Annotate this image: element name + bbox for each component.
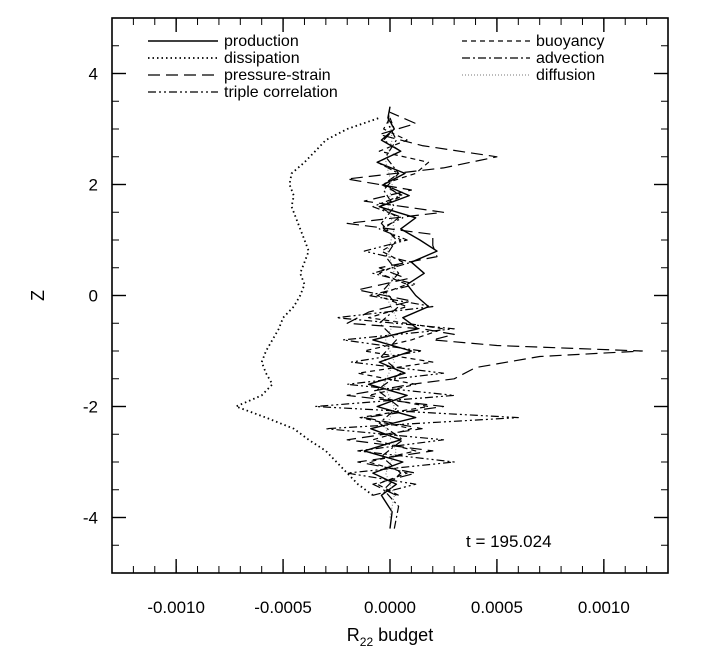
y-tick-label: -4 bbox=[83, 509, 98, 528]
legend-label: dissipation bbox=[224, 50, 300, 67]
y-axis-title: Z bbox=[28, 290, 48, 301]
series-pressure-strain bbox=[346, 111, 643, 496]
y-tick-label: 4 bbox=[89, 65, 98, 84]
y-tick-label: 0 bbox=[89, 287, 98, 306]
x-tick-label: -0.0005 bbox=[254, 598, 312, 617]
y-tick-label: 2 bbox=[89, 176, 98, 195]
plot-frame bbox=[111, 17, 669, 574]
series-production bbox=[363, 106, 438, 529]
x-tick-label: 0.0005 bbox=[471, 598, 523, 617]
series-dissipation bbox=[235, 117, 380, 497]
series-diffusion bbox=[383, 117, 397, 518]
legend-label: advection bbox=[536, 50, 605, 67]
legend-label: triple correlation bbox=[224, 84, 338, 101]
legend-label: diffusion bbox=[536, 67, 595, 84]
legend-label: production bbox=[224, 33, 299, 50]
x-axis-title: R22 budget bbox=[347, 625, 433, 649]
x-axis-title-base: R bbox=[347, 625, 360, 645]
series-layer bbox=[235, 106, 643, 529]
x-tick-label: 0.0000 bbox=[364, 598, 416, 617]
legend-label: buoyancy bbox=[536, 33, 605, 50]
legend-label: pressure-strain bbox=[224, 67, 331, 84]
x-tick-labels: -0.0010 -0.0005 0.0000 0.0005 0.0010 bbox=[147, 598, 630, 617]
x-axis-title-suffix: budget bbox=[373, 625, 433, 645]
x-tick-label: 0.0010 bbox=[578, 598, 630, 617]
major-ticks bbox=[112, 18, 668, 573]
time-annotation: t = 195.024 bbox=[466, 532, 552, 551]
x-tick-label: -0.0010 bbox=[147, 598, 205, 617]
series-triple-correlation bbox=[314, 117, 519, 496]
y-tick-labels: -4 -2 0 2 4 bbox=[83, 65, 98, 528]
legend: productiondissipationpressure-straintrip… bbox=[148, 33, 605, 101]
y-tick-label: -2 bbox=[83, 398, 98, 417]
series-advection bbox=[376, 106, 404, 529]
x-axis-title-subscript: 22 bbox=[360, 635, 374, 649]
